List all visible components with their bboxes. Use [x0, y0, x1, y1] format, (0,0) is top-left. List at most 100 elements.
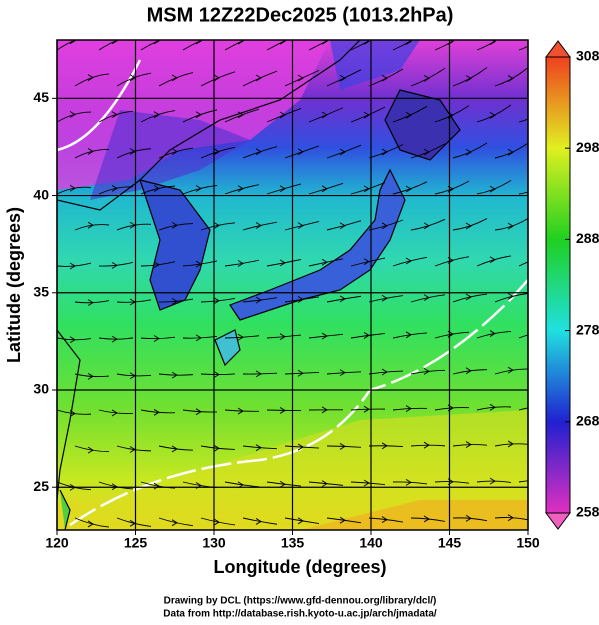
- streamline: [98, 409, 134, 414]
- streamline: [140, 185, 176, 195]
- streamline: [57, 186, 92, 195]
- streamline: [116, 299, 152, 303]
- streamline: [518, 191, 528, 195]
- colorbar-tick-label: 298: [576, 139, 599, 155]
- streamline: [410, 444, 446, 447]
- streamline: [518, 45, 528, 51]
- streamline-arrow: [213, 74, 220, 82]
- streamline: [74, 73, 110, 87]
- streamline-arrow: [279, 185, 286, 193]
- streamline: [326, 220, 362, 231]
- streamline: [116, 373, 152, 377]
- streamline: [392, 332, 428, 339]
- streamline: [284, 145, 320, 159]
- streamline: [518, 118, 528, 123]
- streamline: [98, 337, 134, 340]
- streamline-arrow: [339, 443, 346, 450]
- streamline-arrow: [423, 74, 430, 82]
- streamline-arrow: [297, 369, 304, 377]
- streamline: [494, 443, 528, 447]
- streamline: [158, 72, 194, 87]
- streamline-arrow: [507, 366, 514, 374]
- streamline-arrow: [423, 368, 430, 375]
- streamline: [476, 331, 512, 339]
- streamline-arrow: [381, 368, 388, 376]
- streamline: [140, 336, 176, 340]
- title: MSM 12Z22Dec2025 (1013.2hPa): [147, 4, 454, 26]
- streamline-arrow: [69, 262, 76, 270]
- streamline-arrow: [405, 257, 412, 265]
- streamline-arrow: [465, 148, 472, 156]
- streamline-arrow: [255, 148, 262, 156]
- streamline: [434, 180, 470, 195]
- streamline: [57, 409, 92, 415]
- streamline: [140, 40, 162, 51]
- streamline: [224, 335, 260, 339]
- streamline-arrow: [532, 404, 537, 410]
- y-tick-label: 30: [33, 381, 49, 397]
- streamline-arrow: [87, 221, 94, 229]
- streamline: [452, 142, 488, 159]
- streamline-arrow: [381, 516, 388, 523]
- streamline-arrow: [213, 518, 220, 526]
- streamline-arrow: [405, 405, 412, 412]
- streamline: [158, 147, 194, 159]
- streamline: [266, 183, 302, 195]
- streamline-arrow: [532, 477, 537, 483]
- streamline-arrow: [507, 293, 514, 300]
- streamline-arrow: [111, 262, 118, 269]
- streamline: [392, 256, 428, 267]
- streamline-arrow: [532, 39, 537, 45]
- streamline-arrow: [279, 480, 286, 488]
- streamline-arrow: [532, 112, 537, 118]
- streamline-arrow: [321, 111, 328, 119]
- streamline: [284, 445, 320, 449]
- streamline: [368, 445, 404, 448]
- streamline-arrow: [237, 40, 244, 45]
- streamline-arrow: [279, 40, 286, 45]
- streamline: [200, 146, 236, 159]
- streamline-arrow: [69, 410, 76, 417]
- streamline: [308, 40, 330, 51]
- streamline-arrow: [489, 185, 496, 193]
- streamline: [308, 258, 344, 267]
- streamline: [452, 369, 488, 375]
- streamline: [368, 517, 404, 523]
- streamline-arrow: [339, 222, 346, 230]
- streamline-arrow: [69, 184, 76, 192]
- colorbar: [545, 56, 571, 514]
- streamline-arrow: [339, 148, 346, 156]
- streamline: [266, 409, 302, 412]
- streamline-arrow: [213, 148, 220, 156]
- credit: Data from http://database.rish.kyoto-u.a…: [163, 609, 437, 620]
- streamline-arrow: [297, 443, 304, 451]
- y-tick-label: 40: [33, 186, 49, 202]
- streamline-arrow: [69, 336, 76, 344]
- streamline-arrow: [153, 482, 160, 490]
- y-tick-label: 25: [33, 478, 49, 494]
- streamline-arrow: [321, 185, 328, 193]
- streamline: [368, 370, 404, 375]
- streamline-arrow: [489, 477, 496, 485]
- streamline: [434, 481, 470, 484]
- streamline: [326, 445, 362, 448]
- streamline-arrow: [213, 444, 220, 452]
- streamline: [476, 406, 512, 411]
- streamline: [350, 40, 372, 51]
- streamline-arrow: [381, 222, 388, 230]
- streamline: [74, 149, 110, 159]
- streamline: [494, 217, 528, 231]
- streamline-arrow: [153, 111, 160, 119]
- streamline-arrow: [171, 298, 178, 305]
- streamline: [326, 144, 362, 159]
- streamline: [224, 409, 260, 412]
- colorbar-tick-label: 288: [576, 230, 599, 246]
- streamline-arrow: [465, 75, 472, 82]
- streamline-arrow: [423, 441, 430, 449]
- streamline-arrow: [321, 40, 328, 45]
- streamline-arrow: [363, 185, 370, 193]
- streamline: [284, 220, 320, 231]
- streamline: [98, 110, 134, 123]
- streamline-arrow: [87, 373, 94, 380]
- streamline: [140, 481, 176, 489]
